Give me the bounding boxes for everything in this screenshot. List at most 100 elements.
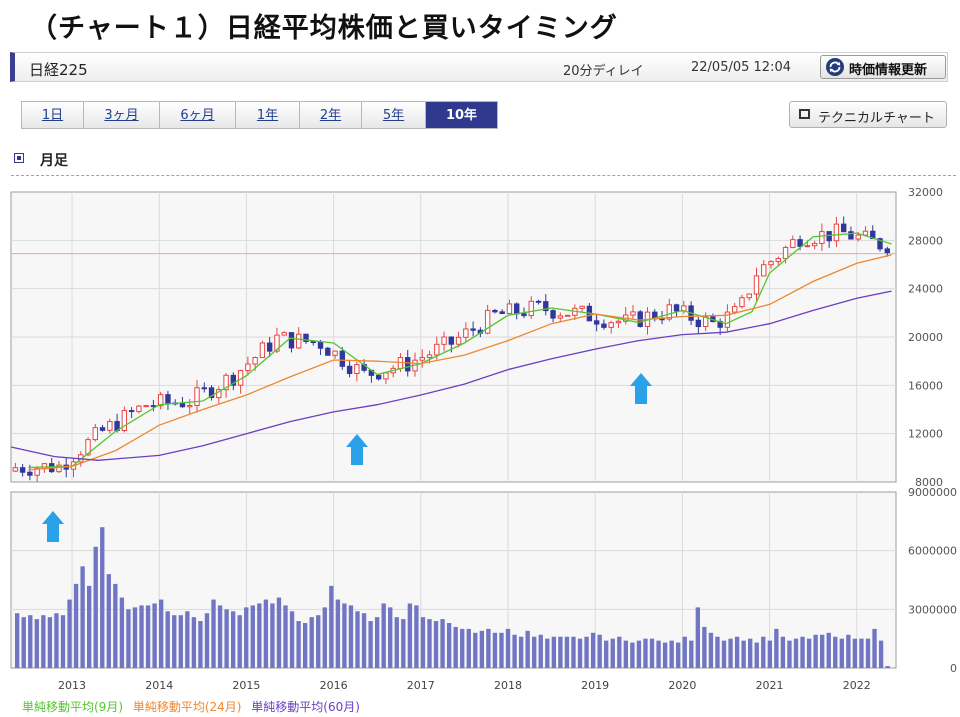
volume-bar [721,640,727,668]
volume-bar [793,638,799,668]
volume-bar [885,666,890,668]
volume-bar [342,603,347,668]
volume-bar [289,611,295,668]
year-tick-label: 2020 [668,679,696,692]
volume-bar [878,640,884,668]
price-tick-label: 12000 [908,428,943,441]
volume-bar [604,640,609,668]
candle-body [521,313,527,317]
volume-bar [368,621,373,668]
volume-bar [15,613,20,668]
volume-bar [21,617,26,668]
tab-2-years[interactable]: 2年 [300,101,362,129]
candle-body [811,242,818,247]
candle-body [56,464,62,473]
candle-body [426,354,433,359]
volume-bar [80,566,85,668]
candle-body [332,350,338,356]
candle-body [434,343,440,356]
tab-6-months[interactable]: 6ヶ月 [160,101,236,129]
candle-body [201,387,207,390]
volume-bar [185,611,190,668]
volume-bar [211,599,216,668]
volume-bar [649,638,655,668]
volume-bar [191,617,197,668]
candle-body [281,332,287,336]
ma60-line [10,290,892,461]
volume-bar [787,640,792,668]
volume-bar [813,634,818,668]
volume-bar [852,638,858,668]
candle-body [296,333,302,349]
volume-bar [381,603,386,668]
volume-bar [558,636,563,668]
volume-bar [329,585,334,668]
period-label: 月足 [40,153,68,169]
volume-tick-label: 9000000 [908,486,957,499]
buy-arrow-2012 [42,511,64,542]
tab-1-year[interactable]: 1年 [236,101,300,129]
section-divider [11,175,956,176]
candle-body [223,374,229,391]
volume-bar [41,615,46,668]
volume-bar [859,638,864,668]
candle-body [579,305,585,309]
volume-bar [682,636,687,668]
volume-bar [250,605,255,668]
tab-5-years[interactable]: 5年 [362,101,426,129]
buy-arrow-2019 [630,373,652,404]
volume-bar [132,607,138,668]
price-tick-label: 28000 [908,234,943,247]
candle-body [557,315,564,319]
volume-bar [322,607,327,668]
volume-bar [309,617,314,668]
tab-10-years[interactable]: 10年 [426,101,498,129]
volume-bar [237,615,242,668]
candle-body [593,320,600,325]
chart-legend: 単純移動平均(9月) 単純移動平均(24月) 単純移動平均(60月) [22,698,366,715]
candle-body [819,231,825,244]
candle-body [187,404,193,408]
candle-body [492,309,498,313]
volume-bar [584,636,589,668]
volume-bar [54,613,59,668]
refresh-quote-button[interactable]: 時価情報更新 [820,55,946,79]
tab-1-day[interactable]: 1日 [21,101,84,129]
candle-body [157,394,164,407]
volume-bar [538,634,543,668]
volume-bar [270,603,275,668]
volume-bar [689,640,694,668]
volume-bar [767,640,772,668]
candle-body [666,304,673,320]
candle-body [288,332,295,349]
candle-body [848,231,854,240]
x-axis: 2013 2014 2015 2016 2017 2018 2019 2020 2021 2022 [58,679,871,692]
candle-body [601,323,607,328]
candle-body [761,264,767,277]
arrow-shaft [635,385,647,404]
volume-bar [630,642,635,668]
candle-body [753,275,760,295]
nikkei-chart: 32000 28000 24000 20000 16000 12000 8000 90000… [10,186,957,692]
technical-chart-button[interactable]: テクニカルチャート [789,101,947,128]
volume-bar [492,632,498,668]
arrow-shaft [351,446,363,465]
candle-body [441,336,447,345]
volume-bar [172,615,177,668]
volume-bar [374,617,380,668]
volume-bar [335,599,341,668]
candle-body [99,427,106,431]
volume-bar [839,638,844,668]
candle-body [266,342,273,352]
volume-bar [145,605,151,668]
page-title: （チャート１）日経平均株価と買いタイミング [30,13,618,44]
volume-bar [361,613,367,668]
tab-3-months[interactable]: 3ヶ月 [84,101,160,129]
volume-bar [433,621,439,668]
price-tick-label: 20000 [908,331,943,344]
year-tick-label: 2017 [407,679,435,692]
candle-body [884,248,890,254]
candle-body [702,316,709,328]
volume-bar [113,583,118,668]
price-tick-label: 32000 [908,186,943,199]
